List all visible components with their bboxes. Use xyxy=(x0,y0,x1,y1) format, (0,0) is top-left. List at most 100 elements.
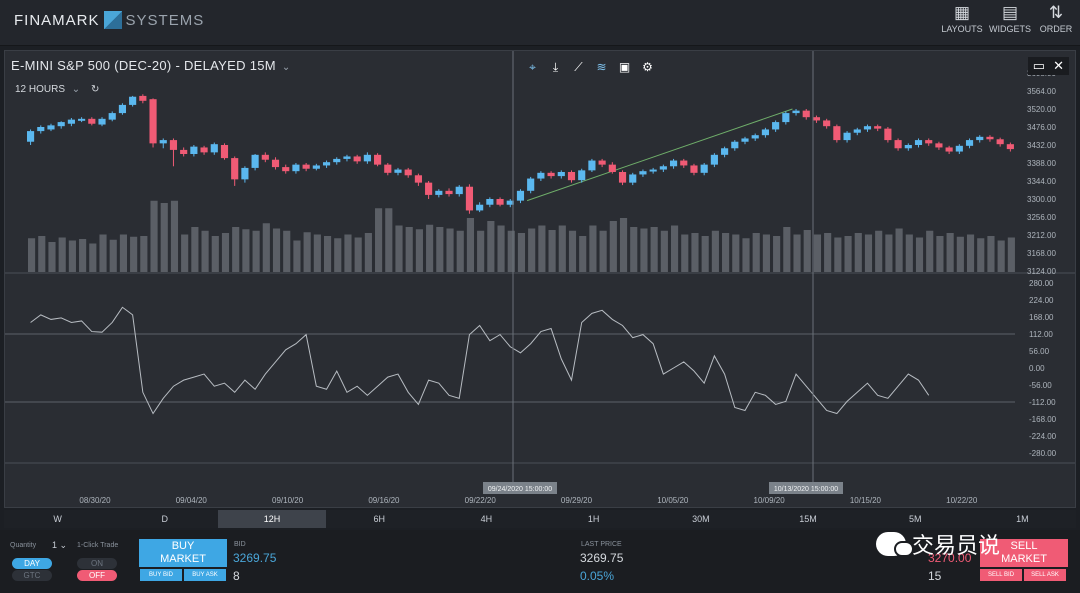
tab-4h[interactable]: 4H xyxy=(480,514,493,524)
layers-icon[interactable]: ≋ xyxy=(596,60,607,74)
sell-ask-button[interactable]: SELL ASK xyxy=(1024,569,1066,581)
volume-bar xyxy=(477,230,485,272)
sell-market-button[interactable]: SELL MARKET xyxy=(980,539,1068,567)
candle-body xyxy=(547,172,555,177)
tab-w[interactable]: W xyxy=(53,514,62,524)
day-toggle[interactable]: DAY xyxy=(12,558,52,569)
widgets-button[interactable]: ▤ WIDGETS xyxy=(988,2,1032,42)
oscillator-axis-label: 224.00 xyxy=(1029,296,1054,305)
oscillator-axis-label: 0.00 xyxy=(1029,364,1045,373)
candle-body xyxy=(772,122,780,130)
interval-selector[interactable]: 12 HOURS ⌄ ↻ xyxy=(15,84,99,95)
candle-body xyxy=(690,165,698,173)
candle-body xyxy=(496,199,504,205)
layouts-button[interactable]: ▦ LAYOUTS xyxy=(940,2,984,42)
volume-bar xyxy=(487,221,495,272)
candle-body xyxy=(853,129,861,133)
oscillator-axis-label: -280.00 xyxy=(1029,449,1057,458)
tab-5m[interactable]: 5M xyxy=(908,514,922,524)
volume-bar xyxy=(732,234,740,272)
oneclick-label: 1-Click Trade xyxy=(77,542,119,549)
tab-15m[interactable]: 15M xyxy=(799,514,817,524)
chart-title[interactable]: E-MINI S&P 500 (DEC-20) - DELAYED 15M ⌄ xyxy=(11,58,291,73)
x-axis-label: 10/05/20 xyxy=(657,496,689,505)
oscillator-axis-label: 112.00 xyxy=(1029,330,1053,339)
buy-bid-button[interactable]: BUY BID xyxy=(140,569,182,581)
last-price: 3269.75 xyxy=(580,551,624,565)
gear-icon[interactable]: ⚙ xyxy=(642,60,653,74)
candle-body xyxy=(476,204,484,211)
volume-bar xyxy=(497,225,505,272)
buy-market-button[interactable]: BUY MARKET xyxy=(139,539,227,567)
candle-body xyxy=(220,145,229,159)
tab-12h[interactable]: 12H xyxy=(218,510,326,528)
sell-label: SELL xyxy=(1010,540,1038,552)
volume-bar xyxy=(773,236,781,272)
candle-body xyxy=(231,158,239,180)
volume-bar xyxy=(803,230,811,272)
volume-bar xyxy=(681,234,689,272)
order-button[interactable]: ⇅ ORDER xyxy=(1034,2,1078,42)
candle-body xyxy=(118,104,126,114)
tab-6h[interactable]: 6H xyxy=(373,514,385,524)
candle-body xyxy=(312,165,320,169)
volume-bar xyxy=(395,225,403,272)
volume-bar xyxy=(762,234,770,272)
oneclick-on-toggle[interactable]: ON xyxy=(77,558,117,569)
volume-bar xyxy=(905,234,913,272)
maximize-icon[interactable]: ▭ xyxy=(1032,58,1046,73)
tab-1m[interactable]: 1M xyxy=(1016,514,1029,524)
oscillator-axis-label: -224.00 xyxy=(1029,432,1057,441)
widgets-label: WIDGETS xyxy=(989,24,1031,34)
candle-body xyxy=(149,99,157,144)
volume-bar xyxy=(385,208,393,272)
watermark: 交易员说 xyxy=(876,528,1000,560)
volume-bar xyxy=(232,227,240,272)
volume-bar xyxy=(130,236,138,272)
price-chart[interactable]: 3608.003564.003520.003476.003432.003388.… xyxy=(5,51,1075,507)
candle-body xyxy=(302,164,310,169)
calendar-icon[interactable]: ▣ xyxy=(618,60,631,74)
pin-icon[interactable]: ⤓ xyxy=(552,60,559,74)
candle-body xyxy=(996,139,1004,145)
volume-bar xyxy=(548,230,556,272)
oneclick-off-toggle[interactable]: OFF xyxy=(77,570,117,581)
volume-bar xyxy=(446,228,454,272)
volume-bar xyxy=(670,225,679,272)
crosshair-icon[interactable]: ⌖ xyxy=(529,60,536,74)
candle-body xyxy=(578,170,586,181)
candle-body xyxy=(700,164,708,173)
sell-bid-button[interactable]: SELL BID xyxy=(980,569,1022,581)
volume-bar xyxy=(752,233,760,272)
tab-30m[interactable]: 30M xyxy=(692,514,710,524)
volume-bar xyxy=(272,228,281,272)
candle-body xyxy=(843,132,851,141)
gtc-toggle[interactable]: GTC xyxy=(12,570,52,581)
quantity-select[interactable]: 1 ⌄ xyxy=(52,540,68,550)
line-chart-icon[interactable]: ⟋ xyxy=(574,60,583,74)
tab-d[interactable]: D xyxy=(161,514,169,524)
candle-body xyxy=(608,164,616,172)
x-axis-label: 10/22/20 xyxy=(946,496,978,505)
volume-bar xyxy=(283,230,291,272)
volume-bar xyxy=(456,230,464,272)
buy-ask-button[interactable]: BUY ASK xyxy=(184,569,226,581)
candle-body xyxy=(57,122,65,127)
candle-body xyxy=(669,160,678,167)
volume-bar xyxy=(28,238,36,272)
candle-body xyxy=(557,172,565,177)
chevron-down-icon: ⌄ xyxy=(281,62,291,73)
candle-body xyxy=(751,135,759,139)
refresh-icon[interactable]: ↻ xyxy=(90,84,100,95)
volume-bar xyxy=(201,230,209,272)
candle-body xyxy=(414,175,422,183)
interval-label: 12 HOURS xyxy=(15,84,66,95)
volume-bar xyxy=(344,234,352,272)
candle-body xyxy=(394,169,402,173)
chart-panel: 3608.003564.003520.003476.003432.003388.… xyxy=(4,50,1076,508)
volume-bar xyxy=(375,208,383,272)
close-icon[interactable]: ✕ xyxy=(1053,58,1064,73)
tab-1h[interactable]: 1H xyxy=(587,514,600,524)
oscillator-axis-label: 280.00 xyxy=(1029,279,1054,288)
